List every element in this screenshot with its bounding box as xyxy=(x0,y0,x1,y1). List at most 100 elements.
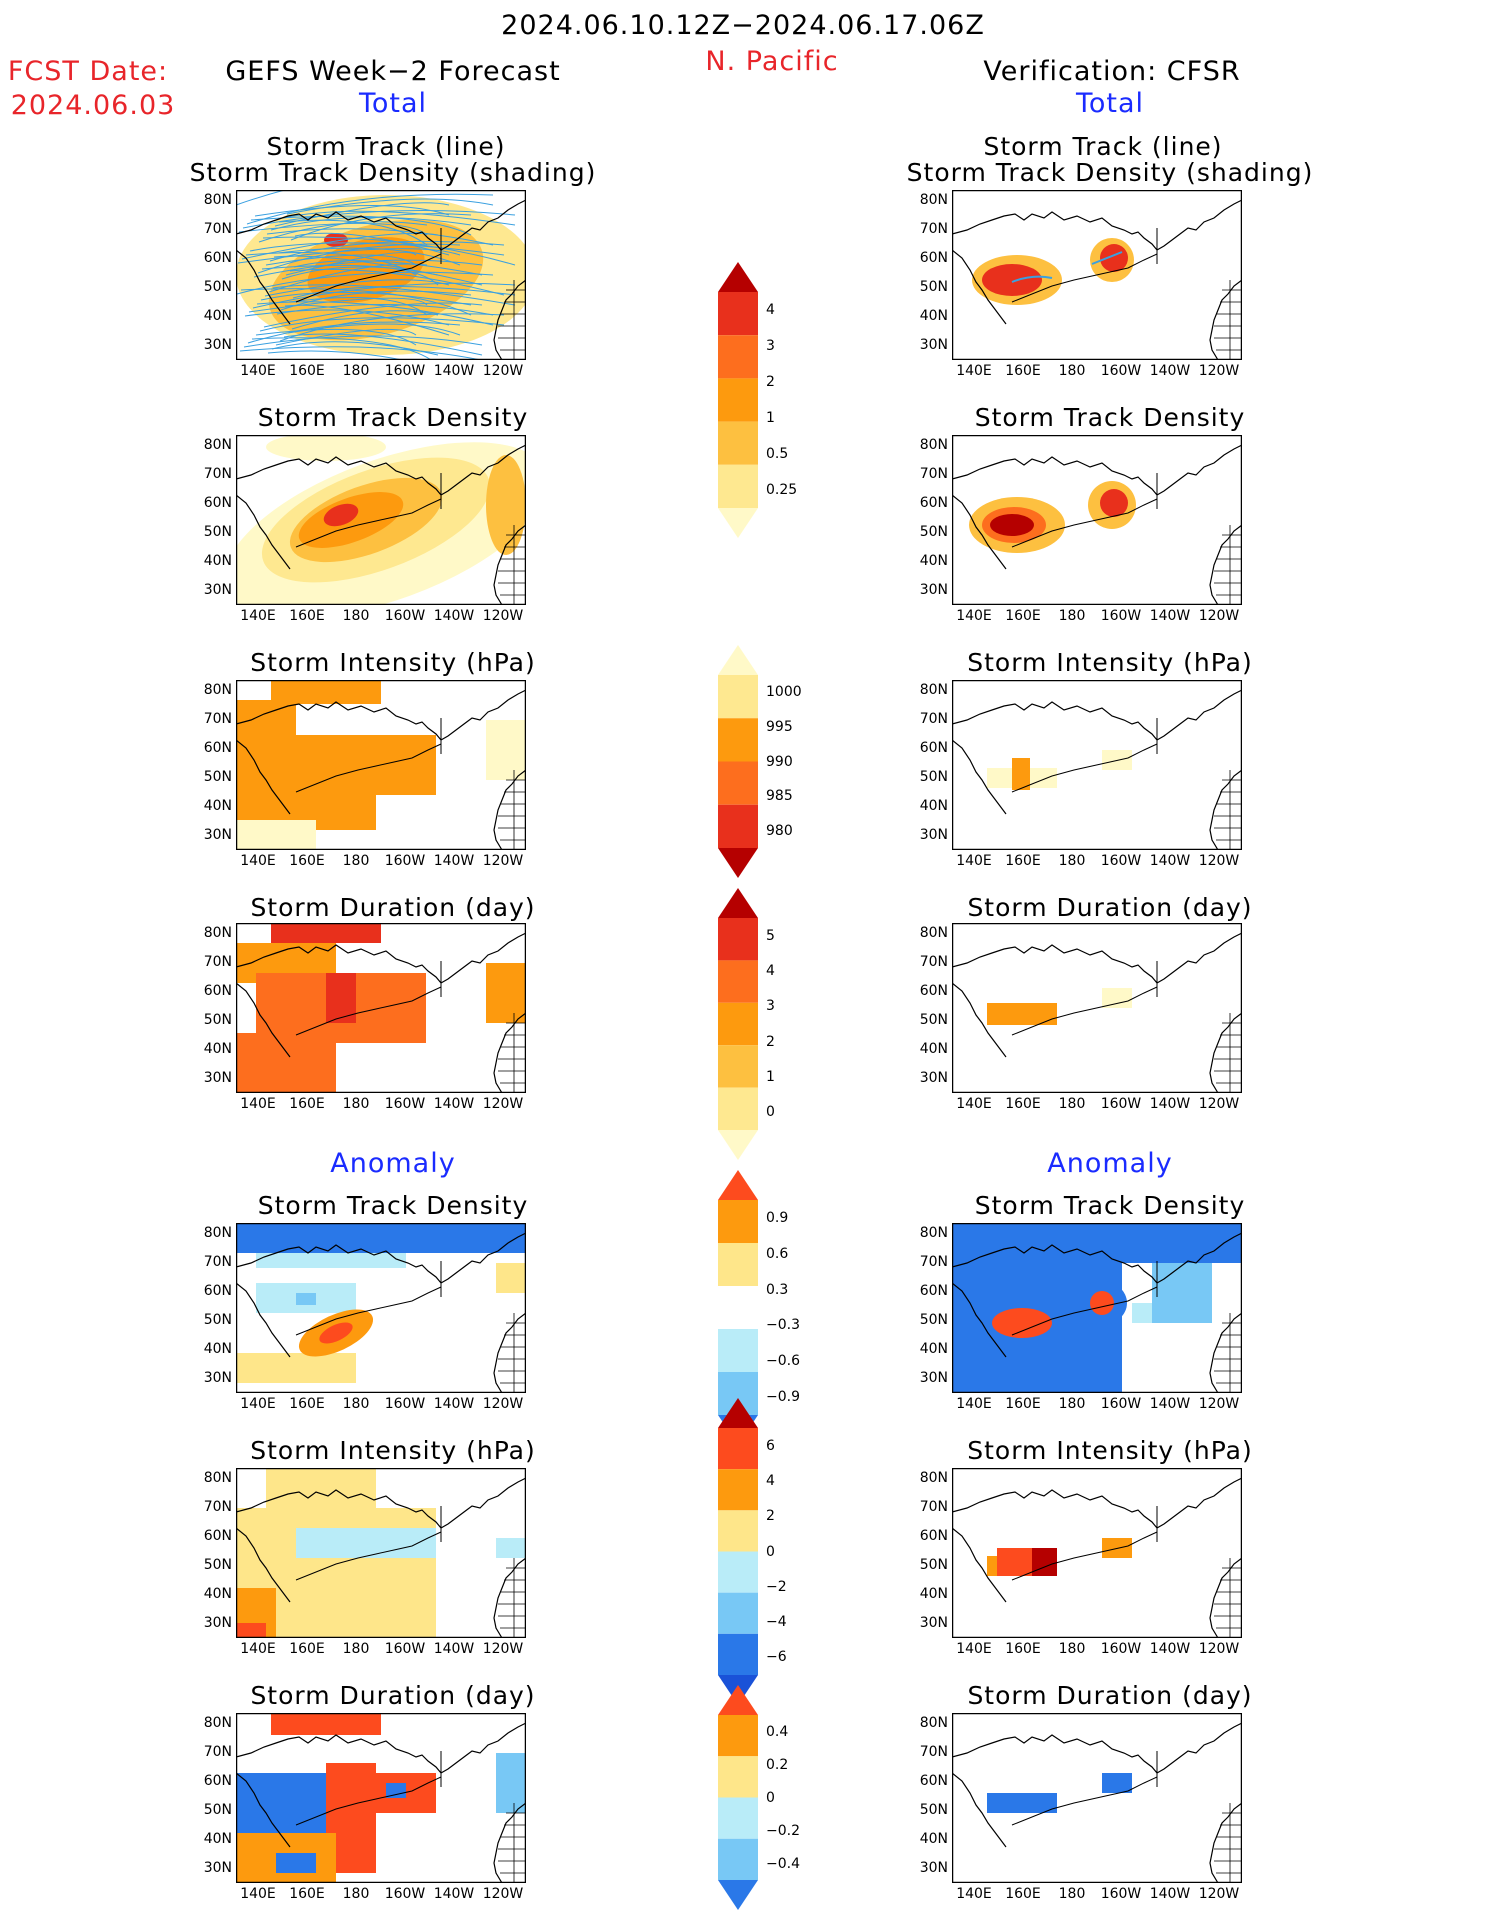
lat-tick-label: 50N xyxy=(919,1012,948,1028)
lat-tick-label: 70N xyxy=(203,1744,232,1760)
lat-tick-label: 40N xyxy=(203,1341,232,1357)
colorbar-label: 3 xyxy=(766,998,775,1015)
lon-tick-label: 160E xyxy=(1005,1096,1041,1112)
lon-tick-label: 160W xyxy=(1100,853,1142,869)
right-total-label: Total xyxy=(1075,88,1145,119)
shaded-region xyxy=(323,503,359,527)
lat-tick-label: 40N xyxy=(203,1586,232,1602)
colorbar-label: −0.3 xyxy=(766,1317,800,1334)
colorbar-label: 1 xyxy=(766,410,775,426)
lon-tick-label: 160W xyxy=(1100,363,1142,379)
shaded-region xyxy=(266,435,386,461)
colorbar-swatch xyxy=(718,1329,758,1372)
lon-tick-label: 140W xyxy=(1149,608,1191,624)
lat-tick-label: 60N xyxy=(919,740,948,756)
colorbar-swatch xyxy=(718,1045,758,1088)
colorbar-swatches xyxy=(718,1685,758,1910)
lat-tick-label: 60N xyxy=(919,1528,948,1544)
lat-tick-label: 50N xyxy=(919,1802,948,1818)
map-frame xyxy=(952,680,1242,850)
lon-tick-label: 160W xyxy=(384,1396,426,1412)
lat-tick-label: 30N xyxy=(203,337,232,353)
lon-tick-label: 140E xyxy=(240,363,276,379)
date-range-title: 2024.06.10.12Z−2024.06.17.06Z xyxy=(501,10,985,41)
cfsr-anom-duration-map xyxy=(952,1713,1242,1883)
lat-tick-label: 60N xyxy=(203,495,232,511)
colorbar-swatch xyxy=(718,1797,758,1839)
colorbar-swatches xyxy=(718,1398,758,1705)
lat-tick-label: 40N xyxy=(919,553,948,569)
lat-tick-label: 50N xyxy=(203,1012,232,1028)
shaded-cell xyxy=(987,1793,1057,1813)
lat-tick-label: 30N xyxy=(919,1370,948,1386)
colorbar-swatch xyxy=(718,1715,758,1757)
shaded-cell xyxy=(266,1468,376,1508)
map-plot xyxy=(952,1223,1242,1393)
lon-tick-label: 180 xyxy=(1058,1641,1086,1657)
lon-tick-label: 160E xyxy=(1005,1641,1041,1657)
colorbar-swatch xyxy=(718,848,758,878)
lon-tick-label: 140W xyxy=(433,853,475,869)
lon-tick-label: 160W xyxy=(384,853,426,869)
left-density-title: Storm Track Density xyxy=(257,403,529,432)
lon-tick-label: 180 xyxy=(1058,608,1086,624)
colorbar-swatch xyxy=(718,1633,758,1675)
right-anom-duration-title: Storm Duration (day) xyxy=(967,1681,1253,1710)
lon-tick-label: 140W xyxy=(433,1641,475,1657)
colorbar-label: 1000 xyxy=(766,684,802,701)
lon-tick-label: 120W xyxy=(482,1396,524,1412)
lat-tick-label: 50N xyxy=(203,1312,232,1328)
gefs-anom-density-map xyxy=(236,1223,526,1393)
lat-tick-label: 40N xyxy=(919,1041,948,1057)
gefs-density-map xyxy=(236,435,526,605)
lon-tick-label: 180 xyxy=(1058,1396,1086,1412)
colorbar-swatch xyxy=(718,335,758,379)
map-frame xyxy=(236,923,526,1093)
lon-tick-label: 140E xyxy=(240,608,276,624)
left-track-shading-title: Storm Track Density (shading) xyxy=(189,158,597,187)
lon-tick-label: 160W xyxy=(384,363,426,379)
colorbar-density-total: 4 3 2 1 0.5 0.25 xyxy=(718,262,838,538)
colorbar-swatches xyxy=(718,888,758,1160)
lat-tick-label: 80N xyxy=(203,437,232,453)
shaded-cell xyxy=(1032,1548,1057,1576)
lon-tick-label: 160W xyxy=(384,1641,426,1657)
lat-tick-label: 60N xyxy=(919,250,948,266)
colorbar-swatches xyxy=(718,1170,758,1445)
lon-tick-label: 140E xyxy=(956,853,992,869)
lat-tick-label: 50N xyxy=(919,524,948,540)
colorbar-label: 0.2 xyxy=(766,1756,789,1773)
lat-tick-label: 60N xyxy=(203,740,232,756)
map-plot xyxy=(236,190,526,360)
lon-tick-label: 140E xyxy=(240,1396,276,1412)
lat-tick-label: 60N xyxy=(203,1528,232,1544)
cfsr-anom-intensity-map xyxy=(952,1468,1242,1638)
lon-tick-label: 160E xyxy=(289,1886,325,1902)
lat-tick-label: 60N xyxy=(919,1773,948,1789)
lon-tick-label: 140W xyxy=(1149,1886,1191,1902)
cfsr-duration-map xyxy=(952,923,1242,1093)
colorbar-swatch xyxy=(718,1286,758,1329)
lon-tick-label: 140E xyxy=(956,1396,992,1412)
lon-tick-label: 140W xyxy=(1149,1396,1191,1412)
lat-tick-label: 50N xyxy=(203,1557,232,1573)
lat-tick-label: 70N xyxy=(919,221,948,237)
lat-tick-label: 50N xyxy=(203,769,232,785)
lon-tick-label: 120W xyxy=(482,853,524,869)
shaded-cell xyxy=(952,1223,1242,1263)
lon-tick-label: 160W xyxy=(384,608,426,624)
lon-tick-label: 140E xyxy=(240,853,276,869)
lon-tick-label: 160E xyxy=(1005,363,1041,379)
map-plot xyxy=(236,923,526,1093)
map-plot xyxy=(952,1713,1242,1883)
left-anomaly-label: Anomaly xyxy=(330,1148,456,1179)
lat-tick-label: 60N xyxy=(203,983,232,999)
shaded-region xyxy=(992,1308,1052,1338)
lon-tick-label: 180 xyxy=(1058,853,1086,869)
map-frame xyxy=(952,923,1242,1093)
shaded-cell xyxy=(236,1353,356,1383)
lon-tick-label: 140E xyxy=(240,1096,276,1112)
map-frame xyxy=(952,190,1242,360)
lat-tick-label: 60N xyxy=(203,1773,232,1789)
lat-tick-label: 60N xyxy=(203,1283,232,1299)
